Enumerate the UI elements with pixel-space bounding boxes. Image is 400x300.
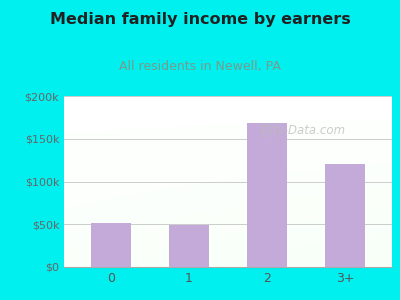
Bar — [325, 164, 366, 267]
Bar — [247, 123, 287, 267]
Bar — [169, 225, 209, 267]
Text: City-Data.com: City-Data.com — [261, 124, 346, 137]
Text: All residents in Newell, PA: All residents in Newell, PA — [119, 60, 281, 73]
Text: Median family income by earners: Median family income by earners — [50, 12, 350, 27]
Text: Ⓠ: Ⓠ — [260, 123, 268, 137]
Bar — [90, 223, 131, 267]
